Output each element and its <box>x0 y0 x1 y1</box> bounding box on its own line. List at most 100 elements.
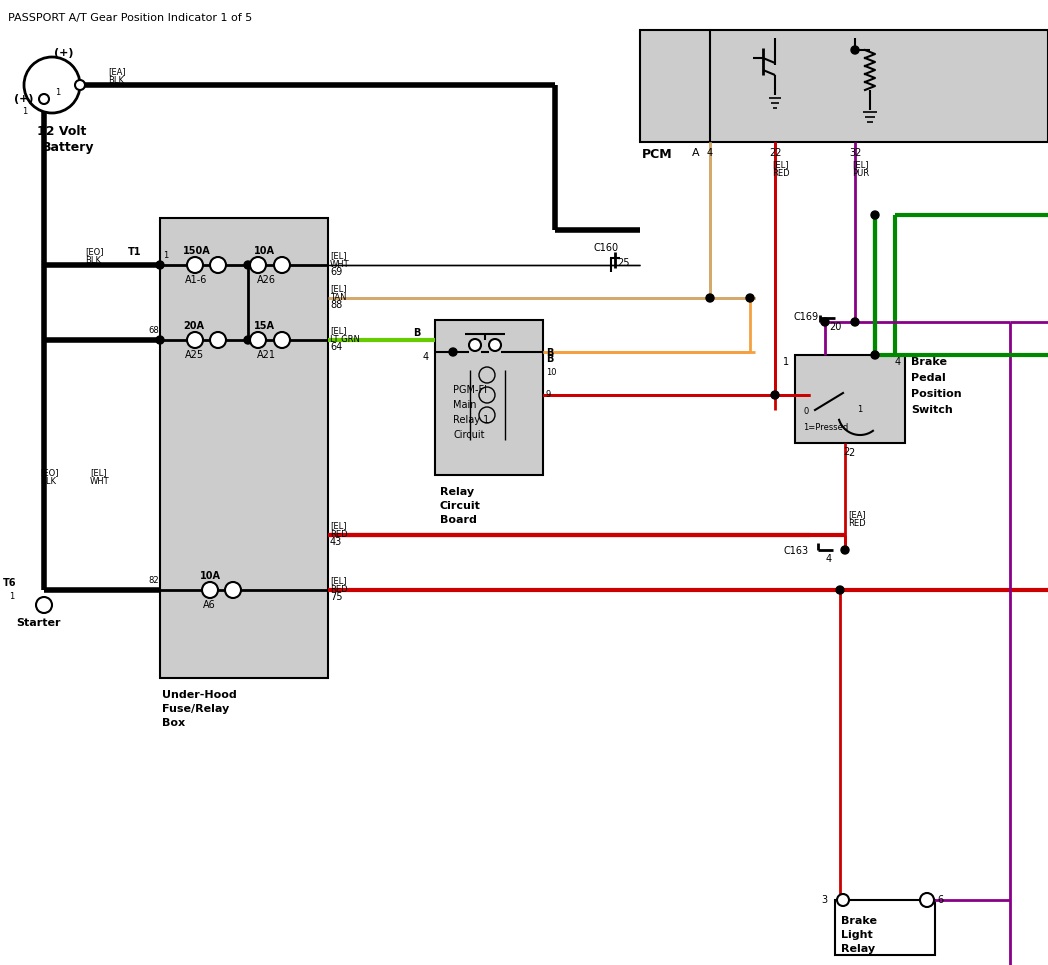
Text: A1-6: A1-6 <box>185 275 208 285</box>
Text: 150A: 150A <box>183 246 211 256</box>
Text: [EL]: [EL] <box>772 160 788 169</box>
Text: 15A: 15A <box>254 321 275 331</box>
Text: 9: 9 <box>546 390 551 399</box>
Text: TAN: TAN <box>330 293 347 302</box>
Bar <box>795 355 905 443</box>
Text: 1: 1 <box>783 357 789 367</box>
Text: LT GRN: LT GRN <box>330 335 359 344</box>
Circle shape <box>210 332 226 348</box>
Circle shape <box>210 257 226 273</box>
Text: 82: 82 <box>148 576 158 585</box>
Text: 1: 1 <box>54 88 60 97</box>
Text: 25: 25 <box>617 258 630 268</box>
Text: A26: A26 <box>257 275 276 285</box>
Text: 4: 4 <box>707 148 713 158</box>
Text: [EL]: [EL] <box>330 576 347 585</box>
Text: PUR: PUR <box>852 169 869 178</box>
Text: RED: RED <box>330 585 348 594</box>
Circle shape <box>156 261 163 269</box>
Circle shape <box>202 582 218 598</box>
Text: Relay: Relay <box>440 487 474 497</box>
Text: WHT: WHT <box>90 477 110 486</box>
Circle shape <box>871 211 879 219</box>
Circle shape <box>156 336 163 344</box>
Text: B: B <box>546 348 553 358</box>
Text: 4: 4 <box>423 352 429 362</box>
Text: B: B <box>413 328 420 338</box>
Circle shape <box>250 332 266 348</box>
Circle shape <box>836 586 844 594</box>
Text: RED: RED <box>772 169 789 178</box>
Text: Circuit: Circuit <box>440 501 481 511</box>
Circle shape <box>920 893 934 907</box>
Text: 3: 3 <box>821 895 827 905</box>
Text: A21: A21 <box>257 350 276 360</box>
Circle shape <box>39 94 49 104</box>
Text: Under-Hood: Under-Hood <box>162 690 237 700</box>
Circle shape <box>244 261 252 269</box>
Text: 68: 68 <box>148 326 158 335</box>
Text: PCM: PCM <box>642 148 673 161</box>
Text: 2: 2 <box>848 448 854 458</box>
Text: 10: 10 <box>546 368 556 377</box>
Text: 88: 88 <box>330 300 343 310</box>
Text: 32: 32 <box>849 148 861 158</box>
Text: [EA]: [EA] <box>108 67 126 76</box>
Bar <box>640 30 1048 142</box>
Circle shape <box>851 318 859 326</box>
Text: [EO]: [EO] <box>40 468 59 477</box>
Circle shape <box>75 80 85 90</box>
Text: C160: C160 <box>593 243 618 253</box>
Text: Starter: Starter <box>16 618 61 628</box>
Text: [EA]: [EA] <box>848 510 866 519</box>
Text: [EL]: [EL] <box>330 284 347 293</box>
Circle shape <box>187 257 203 273</box>
Circle shape <box>24 57 80 113</box>
Text: 1: 1 <box>857 405 863 414</box>
Text: A: A <box>692 148 700 158</box>
Text: C169: C169 <box>793 312 818 322</box>
Text: Fuse/Relay: Fuse/Relay <box>162 704 230 714</box>
Text: Brake: Brake <box>911 357 947 367</box>
Bar <box>160 218 328 678</box>
Text: 20A: 20A <box>183 321 204 331</box>
Text: 4: 4 <box>826 554 832 564</box>
Text: Relay: Relay <box>840 944 875 954</box>
Text: 6: 6 <box>937 895 943 905</box>
Text: [EL]: [EL] <box>90 468 107 477</box>
Text: Position: Position <box>911 389 962 399</box>
Text: Board: Board <box>440 515 477 525</box>
Circle shape <box>837 894 849 906</box>
Text: Circuit: Circuit <box>453 430 484 440</box>
Text: [EL]: [EL] <box>852 160 869 169</box>
Text: Main: Main <box>453 400 477 410</box>
Text: 20: 20 <box>829 322 842 332</box>
Text: A6: A6 <box>203 600 216 610</box>
Text: (+): (+) <box>54 48 73 58</box>
Circle shape <box>274 332 290 348</box>
Text: 64: 64 <box>330 342 343 352</box>
Text: T1: T1 <box>128 247 141 257</box>
Text: 0: 0 <box>803 407 808 416</box>
Bar <box>835 900 935 955</box>
Circle shape <box>250 257 266 273</box>
Text: 2: 2 <box>843 447 849 457</box>
Circle shape <box>840 546 849 554</box>
Circle shape <box>851 46 859 54</box>
Circle shape <box>706 294 714 302</box>
Text: 69: 69 <box>330 267 343 277</box>
Text: 10A: 10A <box>200 571 221 581</box>
Text: Switch: Switch <box>911 405 953 415</box>
Text: 1: 1 <box>163 251 169 260</box>
Text: (+): (+) <box>14 94 34 104</box>
Circle shape <box>821 318 829 326</box>
Text: PGM-FI: PGM-FI <box>453 385 487 395</box>
Circle shape <box>470 339 481 351</box>
Circle shape <box>871 351 879 359</box>
Circle shape <box>449 348 457 356</box>
Circle shape <box>489 339 501 351</box>
Circle shape <box>187 332 203 348</box>
Circle shape <box>274 257 290 273</box>
Text: 1=Pressed: 1=Pressed <box>803 423 848 432</box>
Text: T6: T6 <box>3 578 17 588</box>
